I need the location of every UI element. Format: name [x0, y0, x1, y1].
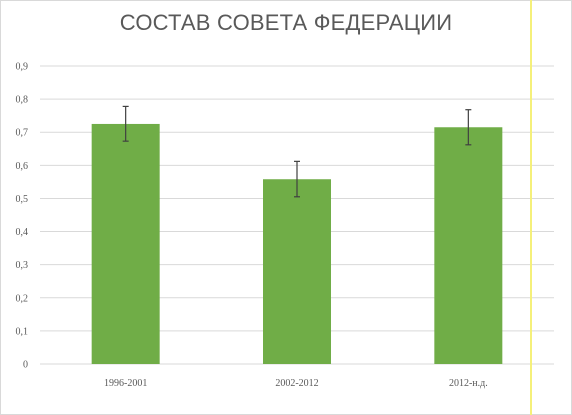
y-tick-label: 0,8	[16, 95, 29, 106]
bar	[263, 179, 331, 364]
bar	[91, 123, 160, 364]
y-tick-label: 0,1	[16, 326, 29, 337]
y-tick-label: 0,6	[16, 161, 29, 172]
vertical-marker-line	[530, 0, 532, 415]
y-tick-label: 0,5	[16, 194, 29, 205]
bar	[434, 127, 503, 364]
y-tick-label: 0,7	[16, 128, 29, 139]
y-tick-label: 0	[23, 360, 28, 371]
y-tick-label: 0,3	[16, 260, 29, 271]
x-tick-label: 2012-н.д.	[449, 378, 488, 389]
y-tick-label: 0,4	[16, 227, 29, 238]
x-tick-label: 1996-2001	[104, 378, 147, 389]
y-tick-label: 0,2	[16, 293, 29, 304]
x-tick-label: 2002-2012	[275, 378, 318, 389]
y-tick-label: 0,9	[16, 62, 29, 73]
chart-title: СОСТАВ СОВЕТА ФЕДЕРАЦИИ	[119, 10, 453, 35]
